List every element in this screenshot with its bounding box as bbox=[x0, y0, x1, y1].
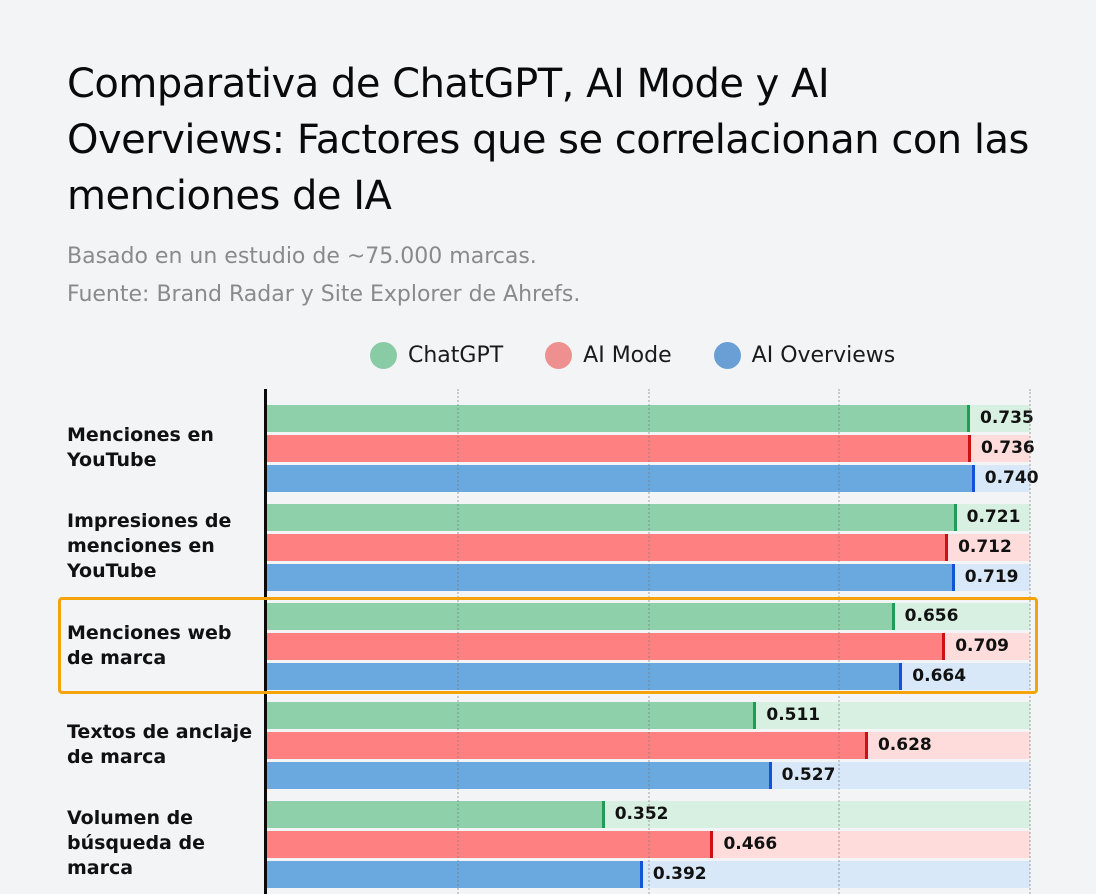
bar-fill bbox=[267, 731, 866, 759]
bar-fill bbox=[267, 632, 944, 660]
legend: ChatGPT AI Mode AI Overviews bbox=[370, 340, 937, 370]
bar-end-marker bbox=[967, 434, 971, 462]
bar-end-marker bbox=[753, 701, 757, 729]
value-label: 0.656 bbox=[904, 605, 959, 626]
bar-end-marker bbox=[864, 731, 868, 759]
value-label: 0.664 bbox=[912, 665, 967, 686]
bar-ai-overviews: 0.740 bbox=[267, 464, 1039, 492]
subtitle-study: Basado en un estudio de ~75.000 marcas. bbox=[67, 244, 537, 269]
bar-fill bbox=[267, 800, 603, 828]
bar-ai-overviews: 0.527 bbox=[267, 761, 1030, 789]
gridline bbox=[1029, 389, 1031, 894]
legend-item-ai-overviews: AI Overviews bbox=[713, 341, 896, 369]
bar-ai-mode: 0.712 bbox=[267, 533, 1030, 561]
bar-ai-overviews: 0.664 bbox=[267, 662, 1030, 690]
value-label: 0.511 bbox=[766, 704, 821, 725]
bar-fill bbox=[267, 830, 712, 858]
legend-label: AI Overviews bbox=[751, 342, 896, 368]
bar-fill bbox=[267, 404, 968, 432]
bar-fill bbox=[267, 602, 893, 630]
bar-fill bbox=[267, 503, 955, 531]
bar-fill bbox=[267, 761, 770, 789]
bar-end-marker bbox=[967, 404, 970, 432]
category-label: Volumen de búsqueda de marca bbox=[67, 807, 205, 879]
bar-chatgpt: 0.721 bbox=[267, 503, 1030, 531]
value-label: 0.740 bbox=[984, 467, 1039, 488]
category-label: Menciones en YouTube bbox=[67, 423, 214, 471]
gridline bbox=[456, 389, 459, 894]
bar-fill bbox=[267, 860, 641, 888]
bar-end-marker bbox=[710, 830, 714, 858]
legend-item-chatgpt: ChatGPT bbox=[370, 341, 504, 369]
bar-end-marker bbox=[891, 602, 895, 630]
legend-label: AI Mode bbox=[583, 342, 672, 368]
legend-dot-icon bbox=[713, 341, 741, 369]
gridline bbox=[647, 389, 650, 894]
value-label: 0.352 bbox=[614, 803, 669, 824]
bar-end-marker bbox=[953, 503, 957, 531]
bar-end-marker bbox=[899, 662, 903, 690]
bar-fill bbox=[267, 701, 755, 729]
category-label: Menciones web de marca bbox=[67, 621, 232, 669]
bar-end-marker bbox=[601, 800, 605, 828]
value-label: 0.719 bbox=[964, 566, 1019, 587]
bar-chatgpt: 0.735 bbox=[267, 404, 1034, 432]
value-label: 0.628 bbox=[877, 734, 932, 755]
bar-fill bbox=[267, 464, 973, 492]
legend-label: ChatGPT bbox=[408, 342, 504, 368]
value-label: 0.466 bbox=[723, 833, 778, 854]
bar-chatgpt: 0.352 bbox=[267, 800, 1030, 828]
value-label: 0.712 bbox=[958, 536, 1012, 557]
value-label: 0.736 bbox=[980, 437, 1035, 458]
legend-item-ai-mode: AI Mode bbox=[545, 341, 672, 369]
bar-ai-mode: 0.628 bbox=[267, 731, 1030, 759]
bar-ai-mode: 0.709 bbox=[267, 632, 1030, 660]
bar-end-marker bbox=[971, 464, 975, 492]
bar-fill bbox=[267, 662, 901, 690]
bar-fill bbox=[267, 434, 969, 462]
chart-subtitle: Basado en un estudio de ~75.000 marcas. … bbox=[67, 238, 580, 314]
category-label: Textos de anclaje de marca bbox=[67, 720, 253, 768]
bar-ai-mode: 0.736 bbox=[267, 434, 1035, 462]
bar-end-marker bbox=[945, 533, 949, 561]
gridline bbox=[838, 389, 841, 894]
subtitle-source: Fuente: Brand Radar y Site Explorer de A… bbox=[67, 282, 581, 307]
bar-chatgpt: 0.511 bbox=[267, 701, 1030, 729]
bar-fill bbox=[267, 533, 947, 561]
legend-dot-icon bbox=[370, 341, 397, 369]
bar-ai-overviews: 0.392 bbox=[267, 860, 1030, 888]
bar-fill bbox=[267, 563, 953, 591]
bar-chatgpt: 0.656 bbox=[267, 602, 1030, 630]
legend-dot-icon bbox=[545, 341, 573, 369]
category-label: Impresiones de menciones en YouTube bbox=[67, 510, 232, 582]
value-label: 0.709 bbox=[955, 635, 1009, 656]
bar-ai-mode: 0.466 bbox=[267, 830, 1030, 858]
value-label: 0.527 bbox=[781, 764, 836, 785]
bar-end-marker bbox=[951, 563, 955, 591]
value-label: 0.721 bbox=[966, 506, 1021, 527]
chart-title: Comparativa de ChatGPT, AI Mode y AI Ove… bbox=[67, 61, 1029, 219]
bar-end-marker bbox=[942, 632, 946, 660]
value-label: 0.392 bbox=[652, 863, 707, 884]
bar-end-marker bbox=[639, 860, 643, 888]
bar-ai-overviews: 0.719 bbox=[267, 563, 1030, 591]
bar-end-marker bbox=[768, 761, 772, 789]
value-label: 0.735 bbox=[980, 407, 1034, 428]
y-axis-line bbox=[264, 389, 267, 894]
